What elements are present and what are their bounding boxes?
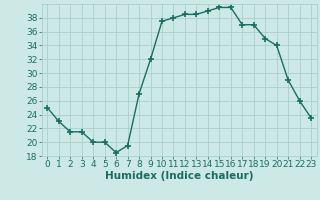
X-axis label: Humidex (Indice chaleur): Humidex (Indice chaleur) <box>105 171 253 181</box>
